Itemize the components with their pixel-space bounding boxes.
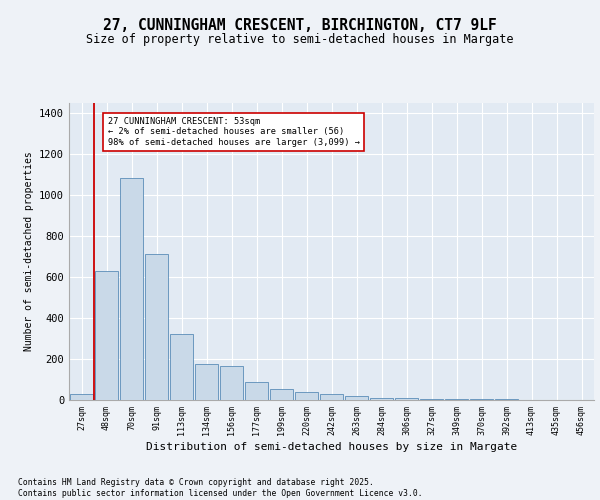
Bar <box>344 396 368 400</box>
Text: Contains HM Land Registry data © Crown copyright and database right 2025.
Contai: Contains HM Land Registry data © Crown c… <box>18 478 422 498</box>
Bar <box>95 270 118 400</box>
Bar <box>419 398 443 400</box>
Text: 27, CUNNINGHAM CRESCENT, BIRCHINGTON, CT7 9LF: 27, CUNNINGHAM CRESCENT, BIRCHINGTON, CT… <box>103 18 497 32</box>
Y-axis label: Number of semi-detached properties: Number of semi-detached properties <box>23 152 34 351</box>
Text: Size of property relative to semi-detached houses in Margate: Size of property relative to semi-detach… <box>86 32 514 46</box>
Bar <box>470 399 493 400</box>
Bar <box>269 388 293 400</box>
Bar <box>145 254 169 400</box>
Bar <box>320 394 343 400</box>
Bar <box>370 398 394 400</box>
Text: 27 CUNNINGHAM CRESCENT: 53sqm
← 2% of semi-detached houses are smaller (56)
98% : 27 CUNNINGHAM CRESCENT: 53sqm ← 2% of se… <box>108 117 360 146</box>
X-axis label: Distribution of semi-detached houses by size in Margate: Distribution of semi-detached houses by … <box>146 442 517 452</box>
Bar <box>295 392 319 400</box>
Bar <box>245 382 268 400</box>
Bar <box>170 334 193 400</box>
Bar <box>395 398 418 400</box>
Bar <box>194 364 218 400</box>
Bar <box>70 394 94 400</box>
Bar <box>119 178 143 400</box>
Bar <box>445 399 469 400</box>
Bar <box>220 366 244 400</box>
